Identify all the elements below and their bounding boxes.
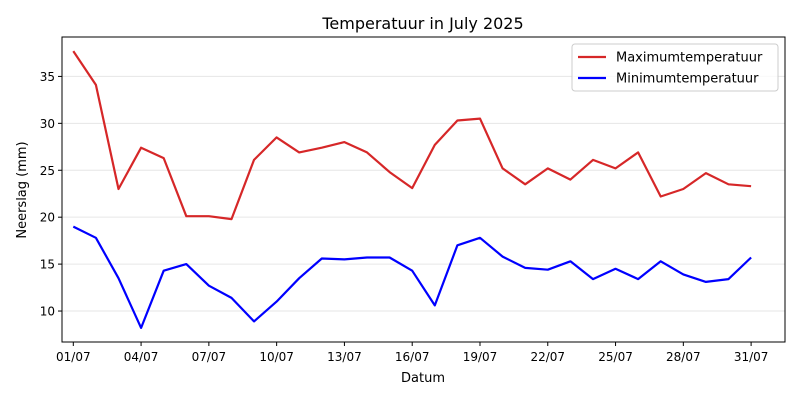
x-tick-label: 10/07 [259,350,294,364]
x-axis: 01/07 04/07 07/07 10/07 13/07 16/07 19/07 22/07… [56,342,768,364]
y-tick-label: 35 [40,70,55,84]
x-tick-label: 31/07 [734,350,769,364]
x-tick-label: 22/07 [530,350,565,364]
y-axis: 10 15 20 25 30 35 [40,70,62,319]
x-tick-label: 13/07 [327,350,362,364]
gridlines [62,76,785,311]
x-tick-label: 25/07 [598,350,633,364]
x-tick-label: 16/07 [395,350,430,364]
series-lines [73,51,751,328]
x-tick-label: 07/07 [192,350,227,364]
y-tick-label: 10 [40,305,55,319]
x-tick-label: 04/07 [124,350,159,364]
y-tick-label: 30 [40,117,55,131]
y-axis-label: Neerslag (mm) [15,141,30,238]
legend-label: Maximumtemperatuur [616,51,763,66]
chart-title: Temperatuur in July 2025 [321,14,523,33]
y-tick-label: 25 [40,164,55,178]
x-tick-label: 01/07 [56,350,91,364]
x-tick-label: 28/07 [666,350,701,364]
legend: Maximumtemperatuur Minimumtemperatuur [572,44,778,91]
series-line-1 [73,227,751,328]
x-axis-label: Datum [401,371,445,386]
legend-label: Minimumtemperatuur [616,72,759,87]
x-tick-label: 19/07 [463,350,498,364]
y-tick-label: 20 [40,211,55,225]
y-tick-label: 15 [40,258,55,272]
